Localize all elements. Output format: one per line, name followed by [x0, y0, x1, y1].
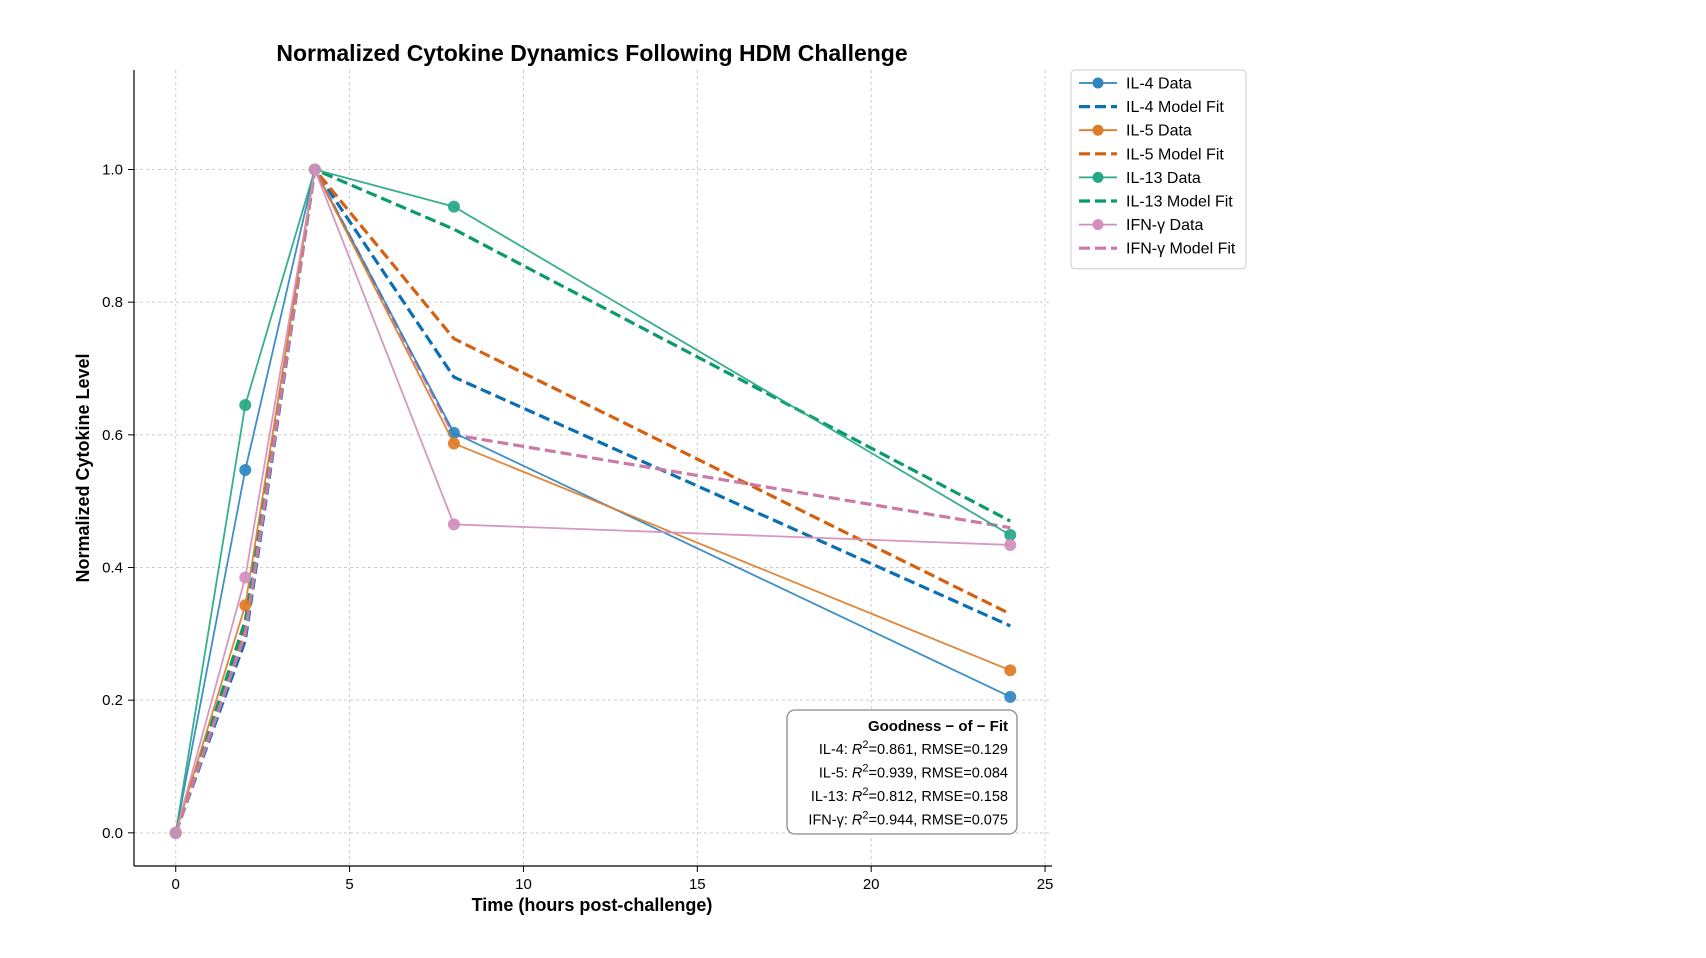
legend-label-ifn-gamma-data: IFN-γ Data [1126, 217, 1203, 234]
gof-r-superscript: 2 [862, 786, 868, 798]
legend-frame [1070, 69, 1247, 270]
legend-marker-il-5-data [1092, 124, 1104, 136]
y-tick-label-2: 0.4 [102, 560, 123, 577]
legend-item-il-13-model-fit: IL-13 Model Fit [1079, 194, 1233, 211]
gof-r-symbol: R [852, 742, 863, 758]
x-tick-label-0: 0 [172, 876, 180, 893]
gof-line-label: IL-13: [811, 789, 852, 805]
legend-label-il-5-data: IL-5 Data [1126, 123, 1192, 140]
point-ifn-gamma-data-4 [1004, 538, 1017, 551]
gof-r-superscript: 2 [862, 763, 868, 775]
gof-line-values: =0.939, RMSE=0.084 [869, 766, 1008, 782]
series-ifn-gamma-data [169, 163, 1017, 839]
point-ifn-gamma-data-0 [169, 826, 182, 839]
point-ifn-gamma-data-3 [447, 518, 460, 531]
point-ifn-gamma-data-1 [239, 571, 252, 584]
gof-title: Goodness − of − Fit [868, 718, 1008, 735]
point-il-4-data-1 [239, 463, 252, 476]
point-il-5-data-1 [239, 599, 252, 612]
point-ifn-gamma-data-2 [308, 163, 321, 176]
legend-marker-ifn-gamma-data [1092, 219, 1104, 231]
gof-line-3: IFN-γ: R2=0.944, RMSE=0.075 [808, 810, 1008, 829]
gof-r-superscript: 2 [862, 810, 868, 822]
y-tick-label-3: 0.6 [102, 427, 123, 444]
gof-line-values: =0.812, RMSE=0.158 [869, 789, 1008, 805]
legend-item-il-5-model-fit: IL-5 Model Fit [1079, 146, 1224, 163]
y-tick-label-4: 0.8 [102, 294, 123, 311]
point-il-5-data-3 [447, 437, 460, 450]
x-tick-label-3: 15 [689, 876, 706, 893]
y-tick-label-0: 0.0 [102, 825, 123, 842]
x-tick-label-1: 5 [345, 876, 353, 893]
gof-line-0: IL-4: R2=0.861, RMSE=0.129 [819, 739, 1008, 758]
legend-item-il-5-data: IL-5 Data [1079, 123, 1192, 140]
legend-label-il-13-data: IL-13 Data [1126, 170, 1201, 187]
gof-line-1: IL-5: R2=0.939, RMSE=0.084 [819, 763, 1008, 782]
gof-line-values: =0.944, RMSE=0.075 [869, 813, 1008, 829]
legend-label-il-4-data: IL-4 Data [1126, 76, 1192, 93]
gof-r-symbol: R [852, 813, 863, 829]
x-axis-title: Time (hours post-challenge) [472, 895, 713, 915]
point-il-4-data-4 [1004, 690, 1017, 703]
legend-item-ifn-gamma-model-fit: IFN-γ Model Fit [1079, 241, 1236, 258]
gof-box-frame [786, 709, 1018, 835]
gof-line-label: IL-4: [819, 742, 852, 758]
legend-item-il-4-data: IL-4 Data [1079, 76, 1192, 93]
point-il-13-data-1 [239, 398, 252, 411]
legend: IL-4 Data IL-4 Model Fit IL-5 Data IL-5 Mod… [1070, 69, 1247, 270]
legend-item-il-13-data: IL-13 Data [1079, 170, 1201, 187]
legend-label-ifn-gamma-model-fit: IFN-γ Model Fit [1126, 241, 1236, 258]
x-tick-label-2: 10 [515, 876, 532, 893]
chart-title: Normalized Cytokine Dynamics Following H… [276, 40, 907, 66]
point-il-5-data-4 [1004, 664, 1017, 677]
legend-label-il-5-model-fit: IL-5 Model Fit [1126, 146, 1224, 163]
point-il-13-data-4 [1004, 528, 1017, 541]
gof-line-2: IL-13: R2=0.812, RMSE=0.158 [811, 786, 1008, 805]
legend-item-ifn-gamma-data: IFN-γ Data [1079, 217, 1203, 234]
gof-line-label: IFN-γ: [808, 813, 852, 829]
point-il-13-data-3 [447, 200, 460, 213]
legend-label-il-4-model-fit: IL-4 Model Fit [1126, 99, 1224, 116]
series-layer [169, 163, 1017, 839]
gof-r-superscript: 2 [862, 739, 868, 751]
legend-marker-il-13-data [1092, 171, 1104, 183]
gof-line-values: =0.861, RMSE=0.129 [869, 742, 1008, 758]
gof-line-label: IL-5: [819, 766, 852, 782]
gof-r-symbol: R [852, 789, 863, 805]
legend-item-il-4-model-fit: IL-4 Model Fit [1079, 99, 1224, 116]
x-tick-label-5: 25 [1037, 876, 1054, 893]
y-axis-title: Normalized Cytokine Level [73, 353, 93, 582]
x-tick-label-4: 20 [863, 876, 880, 893]
y-tick-label-5: 1.0 [102, 162, 123, 179]
gof-r-symbol: R [852, 766, 863, 782]
legend-marker-il-4-data [1092, 77, 1104, 89]
y-tick-label-1: 0.2 [102, 692, 123, 709]
grid-lines [134, 70, 1052, 866]
legend-label-il-13-model-fit: IL-13 Model Fit [1126, 194, 1233, 211]
axes: 0 5 10 15 20 25 0.0 0.2 0.4 0.6 0.8 1.0 [102, 70, 1053, 893]
